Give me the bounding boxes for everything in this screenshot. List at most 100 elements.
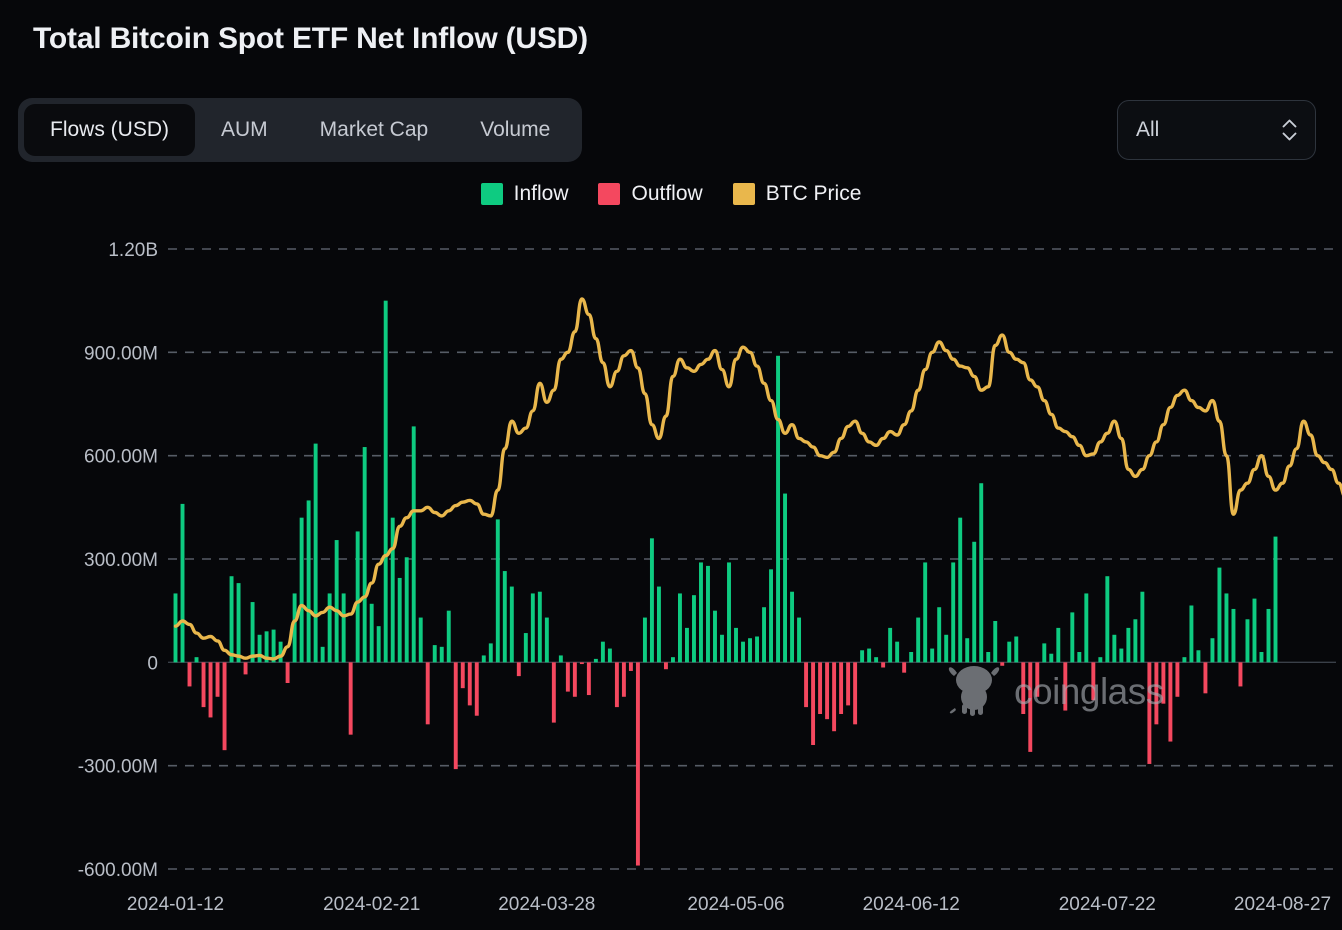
outflow-bar[interactable] [579, 662, 584, 665]
outflow-bar[interactable] [285, 662, 290, 683]
inflow-bar[interactable] [257, 634, 262, 663]
outflow-bar[interactable] [881, 662, 886, 668]
inflow-bar[interactable] [692, 595, 696, 663]
inflow-bar[interactable] [313, 443, 318, 663]
outflow-bar[interactable] [565, 662, 570, 692]
inflow-bar[interactable] [327, 593, 332, 663]
outflow-bar[interactable] [1168, 662, 1173, 742]
outflow-bar[interactable] [839, 662, 844, 714]
outflow-bar[interactable] [1154, 662, 1159, 725]
outflow-bar[interactable] [572, 662, 577, 697]
inflow-bar[interactable] [1231, 608, 1236, 663]
inflow-bar[interactable] [741, 641, 745, 663]
inflow-bar[interactable] [951, 562, 956, 663]
inflow-bar[interactable] [173, 593, 178, 663]
inflow-bar[interactable] [299, 517, 304, 663]
outflow-bar[interactable] [586, 662, 591, 696]
outflow-bar[interactable] [201, 662, 206, 708]
inflow-bar[interactable] [783, 493, 788, 663]
outflow-bar[interactable] [1175, 662, 1180, 697]
inflow-bar[interactable] [1189, 605, 1194, 663]
outflow-bar[interactable] [474, 662, 479, 716]
inflow-bar[interactable] [1259, 652, 1264, 663]
inflow-bar[interactable] [1210, 638, 1215, 663]
inflow-bar[interactable] [229, 576, 234, 663]
legend-item-btc-price[interactable]: BTC Price [732, 182, 861, 206]
inflow-bar[interactable] [656, 586, 661, 663]
inflow-bar[interactable] [1133, 619, 1138, 663]
inflow-bar[interactable] [993, 621, 998, 663]
inflow-bar[interactable] [713, 610, 717, 663]
inflow-bar[interactable] [1077, 652, 1082, 663]
inflow-bar[interactable] [1119, 648, 1124, 663]
inflow-bar[interactable] [495, 519, 500, 663]
inflow-bar[interactable] [874, 657, 879, 663]
inflow-bar[interactable] [734, 627, 738, 663]
outflow-bar[interactable] [1091, 662, 1096, 701]
inflow-bar[interactable] [439, 646, 444, 663]
inflow-bar[interactable] [720, 634, 724, 663]
outflow-bar[interactable] [663, 662, 668, 670]
inflow-bar[interactable] [411, 426, 416, 663]
inflow-bar[interactable] [923, 562, 928, 663]
outflow-bar[interactable] [1203, 662, 1208, 694]
time-range-select[interactable]: All [1117, 100, 1316, 160]
outflow-bar[interactable] [551, 662, 556, 723]
inflow-bar[interactable] [306, 500, 311, 663]
outflow-bar[interactable] [628, 662, 633, 671]
inflow-bar[interactable] [748, 638, 752, 663]
inflow-bar[interactable] [544, 617, 549, 663]
inflow-bar[interactable] [1084, 593, 1089, 663]
outflow-bar[interactable] [222, 662, 227, 751]
inflow-bar[interactable] [376, 626, 381, 663]
inflow-bar[interactable] [355, 531, 360, 663]
inflow-bar[interactable] [250, 602, 255, 663]
inflow-bar[interactable] [320, 646, 325, 663]
inflow-bar[interactable] [979, 483, 984, 663]
inflow-bar[interactable] [937, 607, 942, 663]
inflow-bar[interactable] [909, 652, 914, 663]
inflow-bar[interactable] [502, 571, 507, 663]
outflow-bar[interactable] [832, 662, 837, 732]
inflow-bar[interactable] [649, 538, 654, 663]
inflow-bar[interactable] [1196, 650, 1201, 663]
inflow-bar[interactable] [369, 603, 374, 663]
inflow-bar[interactable] [530, 593, 535, 663]
inflow-bar[interactable] [341, 593, 346, 663]
inflow-bar[interactable] [194, 657, 199, 663]
inflow-bar[interactable] [699, 562, 703, 663]
outflow-bar[interactable] [614, 662, 619, 708]
inflow-bar[interactable] [1056, 627, 1061, 663]
inflow-bar[interactable] [797, 617, 802, 663]
inflow-bar[interactable] [888, 627, 893, 663]
tab-volume[interactable]: Volume [454, 104, 576, 156]
outflow-bar[interactable] [1161, 662, 1166, 704]
inflow-bar[interactable] [958, 517, 963, 663]
outflow-bar[interactable] [818, 662, 823, 714]
inflow-bar[interactable] [1007, 641, 1012, 663]
inflow-bar[interactable] [685, 627, 689, 663]
tab-flows-usd[interactable]: Flows (USD) [24, 104, 195, 156]
outflow-bar[interactable] [348, 662, 353, 735]
outflow-bar[interactable] [460, 662, 465, 689]
inflow-bar[interactable] [537, 591, 542, 663]
inflow-bar[interactable] [481, 655, 486, 663]
outflow-bar[interactable] [635, 662, 640, 866]
inflow-bar[interactable] [1042, 643, 1047, 663]
inflow-bar[interactable] [1014, 636, 1019, 663]
inflow-bar[interactable] [432, 645, 437, 663]
outflow-bar[interactable] [1021, 662, 1026, 714]
outflow-bar[interactable] [825, 662, 830, 720]
outflow-bar[interactable] [215, 662, 220, 697]
inflow-bar[interactable] [1217, 567, 1222, 663]
inflow-bar[interactable] [488, 643, 493, 663]
inflow-bar[interactable] [678, 593, 682, 663]
inflow-bar[interactable] [509, 586, 514, 663]
inflow-bar[interactable] [180, 503, 185, 663]
outflow-bar[interactable] [1238, 662, 1243, 687]
inflow-bar[interactable] [965, 638, 970, 663]
inflow-bar[interactable] [523, 633, 528, 663]
inflow-bar[interactable] [1049, 653, 1054, 663]
inflow-bar[interactable] [383, 300, 388, 663]
inflow-bar[interactable] [1098, 657, 1103, 663]
